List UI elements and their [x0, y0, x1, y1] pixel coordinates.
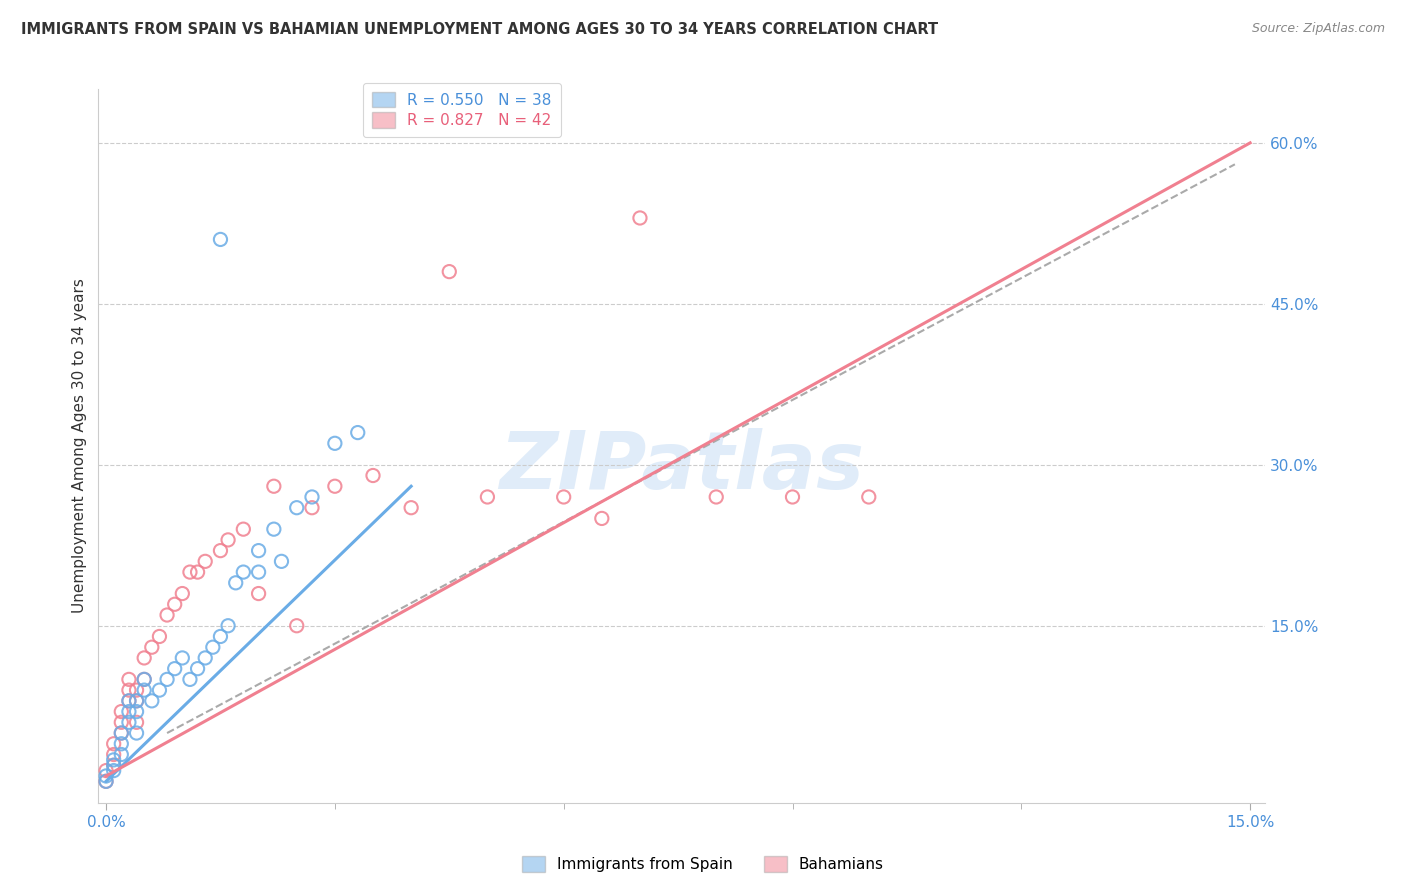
Point: [118, 683, 141, 698]
Point: [553, 490, 575, 504]
Point: [103, 737, 125, 751]
Point: [209, 543, 232, 558]
Point: [247, 586, 270, 600]
Point: [301, 490, 323, 504]
Point: [209, 630, 232, 644]
Point: [148, 683, 170, 698]
Point: [263, 479, 285, 493]
Point: [125, 683, 148, 698]
Point: [134, 651, 156, 665]
Point: [110, 737, 132, 751]
Point: [179, 673, 201, 687]
Point: [103, 764, 125, 778]
Point: [110, 705, 132, 719]
Point: [110, 715, 132, 730]
Point: [118, 673, 141, 687]
Point: [361, 468, 384, 483]
Text: ZIPatlas: ZIPatlas: [499, 428, 865, 507]
Point: [201, 640, 224, 655]
Point: [148, 630, 170, 644]
Point: [399, 500, 422, 515]
Point: [323, 436, 346, 450]
Point: [247, 543, 270, 558]
Point: [125, 705, 148, 719]
Point: [247, 565, 270, 579]
Point: [103, 758, 125, 772]
Point: [156, 607, 179, 622]
Point: [118, 694, 141, 708]
Point: [94, 774, 117, 789]
Point: [94, 764, 117, 778]
Point: [270, 554, 292, 568]
Point: [110, 726, 132, 740]
Text: Source: ZipAtlas.com: Source: ZipAtlas.com: [1251, 22, 1385, 36]
Point: [118, 715, 141, 730]
Point: [263, 522, 285, 536]
Point: [323, 479, 346, 493]
Point: [179, 565, 201, 579]
Point: [628, 211, 651, 225]
Point: [591, 511, 613, 525]
Y-axis label: Unemployment Among Ages 30 to 34 years: Unemployment Among Ages 30 to 34 years: [72, 278, 87, 614]
Text: IMMIGRANTS FROM SPAIN VS BAHAMIAN UNEMPLOYMENT AMONG AGES 30 TO 34 YEARS CORRELA: IMMIGRANTS FROM SPAIN VS BAHAMIAN UNEMPL…: [21, 22, 938, 37]
Point: [172, 586, 194, 600]
Point: [134, 673, 156, 687]
Point: [163, 597, 186, 611]
Point: [194, 651, 217, 665]
Point: [439, 265, 461, 279]
Point: [285, 619, 308, 633]
Point: [172, 651, 194, 665]
Point: [110, 726, 132, 740]
Point: [194, 554, 217, 568]
Point: [125, 694, 148, 708]
Point: [94, 769, 117, 783]
Point: [232, 565, 254, 579]
Point: [858, 490, 880, 504]
Point: [103, 753, 125, 767]
Point: [118, 705, 141, 719]
Point: [110, 747, 132, 762]
Point: [225, 575, 247, 590]
Point: [141, 694, 163, 708]
Point: [217, 533, 239, 547]
Point: [301, 500, 323, 515]
Point: [163, 662, 186, 676]
Point: [704, 490, 727, 504]
Point: [285, 500, 308, 515]
Point: [477, 490, 499, 504]
Point: [125, 715, 148, 730]
Point: [187, 565, 209, 579]
Point: [209, 232, 232, 246]
Point: [232, 522, 254, 536]
Point: [782, 490, 804, 504]
Point: [134, 673, 156, 687]
Point: [156, 673, 179, 687]
Legend: R = 0.550   N = 38, R = 0.827   N = 42: R = 0.550 N = 38, R = 0.827 N = 42: [363, 83, 561, 137]
Point: [103, 758, 125, 772]
Point: [125, 694, 148, 708]
Point: [125, 726, 148, 740]
Point: [187, 662, 209, 676]
Point: [217, 619, 239, 633]
Point: [134, 683, 156, 698]
Point: [346, 425, 368, 440]
Point: [103, 747, 125, 762]
Point: [94, 774, 117, 789]
Legend: Immigrants from Spain, Bahamians: Immigrants from Spain, Bahamians: [515, 848, 891, 880]
Point: [118, 694, 141, 708]
Point: [141, 640, 163, 655]
